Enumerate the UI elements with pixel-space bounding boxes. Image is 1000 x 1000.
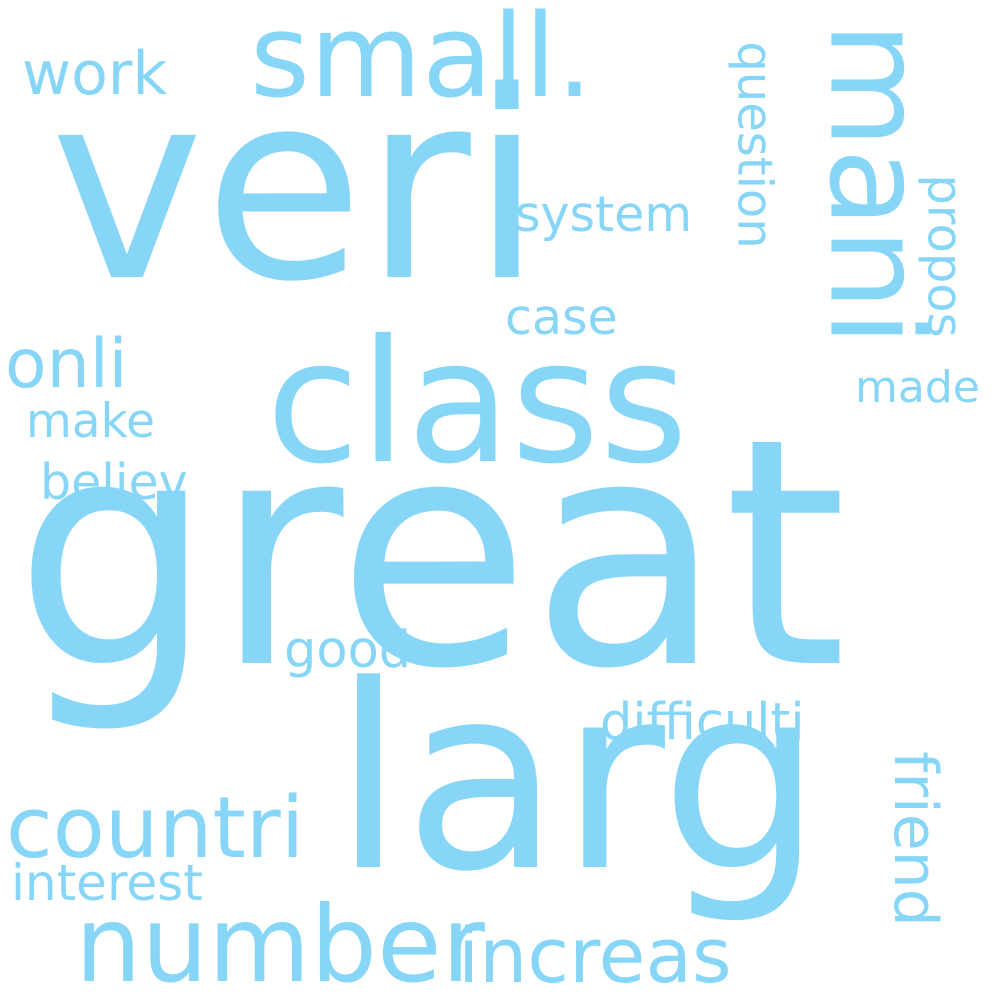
- word-larg: larg: [333, 631, 823, 928]
- word-class: class: [266, 304, 689, 502]
- word-good: good: [284, 621, 412, 680]
- word-onli: onli: [5, 325, 128, 404]
- word-work: work: [22, 39, 168, 109]
- word-great: great: [14, 372, 847, 738]
- word-difficulti: difficulti: [600, 693, 805, 752]
- word-believ: believ: [40, 454, 188, 511]
- word-system: system: [515, 186, 693, 243]
- word-interest: interest: [11, 854, 203, 912]
- word-small: small.: [250, 0, 593, 124]
- word-question: question: [726, 41, 783, 249]
- word-number: number: [75, 884, 485, 1000]
- word-case: case: [505, 289, 618, 346]
- word-made: made: [855, 362, 980, 413]
- word-make: make: [26, 394, 156, 449]
- word-propos: propos: [916, 174, 973, 338]
- word-veri: veri: [50, 37, 543, 339]
- word-increas: increas: [458, 911, 732, 1000]
- word-countri: countri: [6, 779, 305, 878]
- word-friend: friend: [879, 751, 950, 927]
